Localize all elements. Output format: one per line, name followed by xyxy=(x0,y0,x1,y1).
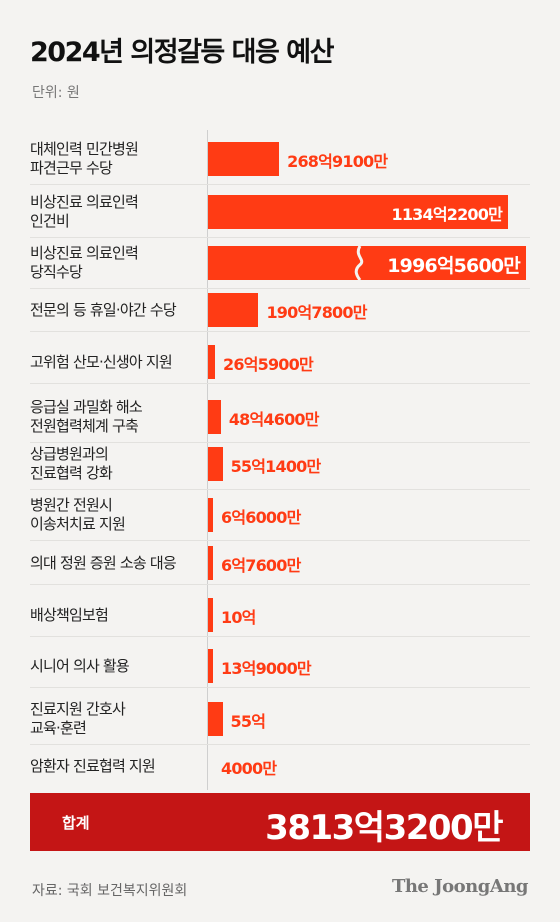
bar-label: 배상책임보험 xyxy=(30,605,109,624)
brand-logo: The JoongAng xyxy=(391,876,529,897)
row-divider xyxy=(30,489,530,490)
bar xyxy=(208,400,221,434)
axis-line xyxy=(207,130,208,790)
bar-label: 상급병원과의 진료협력 강화 xyxy=(30,445,113,482)
bar-label: 대체인력 민간병원 파견근무 수당 xyxy=(30,140,139,177)
bar-row: 시니어 의사 활용 13억9000만 xyxy=(30,648,530,688)
row-divider xyxy=(30,540,530,541)
row-divider xyxy=(30,184,530,185)
bar-value-label: 1996억5600만 xyxy=(387,255,521,277)
bar-value-label: 55억 xyxy=(230,712,266,731)
bar-value-label: 26억5900만 xyxy=(223,355,314,374)
row-divider xyxy=(30,442,530,443)
bar-row: 비상진료 의료인력 인건비 1134억2200만 xyxy=(30,190,530,238)
bar-row: 전문의 등 휴일·야간 수당 190억7800만 xyxy=(30,292,530,332)
source-note: 자료: 국회 보건복지위원회 xyxy=(32,883,188,899)
bar-row: 배상책임보험 10억 xyxy=(30,597,530,637)
bar-value-label: 6억6000만 xyxy=(221,508,301,527)
total-box: 합계 3813억3200만 xyxy=(30,793,530,851)
bar xyxy=(208,498,213,532)
bar xyxy=(208,293,259,327)
bar-row: 병원간 전원시 이송처치료 지원 6억6000만 xyxy=(30,493,530,541)
bar-row: 암환자 진료협력 지원 4000만 xyxy=(30,748,530,784)
row-divider xyxy=(30,687,530,688)
bar xyxy=(208,345,216,379)
bar-value-label: 190억7800만 xyxy=(266,303,367,322)
bar-row: 대체인력 민간병원 파견근무 수당 268억9100만 xyxy=(30,137,530,185)
bar xyxy=(208,546,213,580)
bar xyxy=(208,598,213,632)
bar-value-label: 6억7600만 xyxy=(221,556,301,575)
row-divider xyxy=(30,584,530,585)
bar-label: 암환자 진료협력 지원 xyxy=(30,756,156,775)
bar-label: 의대 정원 증원 소송 대응 xyxy=(30,553,177,572)
unit-label: 단위: 원 xyxy=(32,85,80,101)
bar-value-label: 1134억2200만 xyxy=(391,205,502,224)
bar-label: 진료지원 간호사 교육·훈련 xyxy=(30,700,126,737)
bar-row: 응급실 과밀화 해소 전원협력체계 구축 48억4600만 xyxy=(30,395,530,443)
chart-title: 2024년 의정갈등 대응 예산 xyxy=(30,37,334,68)
bar-label: 비상진료 의료인력 인건비 xyxy=(30,193,139,230)
row-divider xyxy=(30,744,530,745)
bar-row: 상급병원과의 진료협력 강화 55억1400만 xyxy=(30,442,530,490)
row-divider xyxy=(30,237,530,238)
bar-value-label: 13억9000만 xyxy=(221,659,312,678)
bar-row: 고위험 산모·신생아 지원 26억5900만 xyxy=(30,344,530,384)
bar-value-label: 4000만 xyxy=(221,759,277,778)
bar-label: 응급실 과밀화 해소 전원협력체계 구축 xyxy=(30,398,143,435)
bar-value-label: 10억 xyxy=(221,608,256,627)
bar-value-label: 268억9100만 xyxy=(287,152,388,171)
bar-row: 비상진료 의료인력 당직수당 1996억5600만 xyxy=(30,241,530,289)
bar xyxy=(208,649,213,683)
bar-row: 진료지원 간호사 교육·훈련 55억 xyxy=(30,697,530,745)
bar-value-label: 55억1400만 xyxy=(230,457,322,476)
row-divider xyxy=(30,288,530,289)
row-divider xyxy=(30,383,530,384)
row-divider xyxy=(30,331,530,332)
bar xyxy=(208,246,526,280)
bar-label: 비상진료 의료인력 당직수당 xyxy=(30,244,139,281)
bar-label: 시니어 의사 활용 xyxy=(30,656,130,675)
bar-label: 고위험 산모·신생아 지원 xyxy=(30,352,173,371)
bar xyxy=(208,702,223,736)
bar-row: 의대 정원 증원 소송 대응 6억7600만 xyxy=(30,545,530,585)
row-divider xyxy=(30,636,530,637)
bar xyxy=(208,447,223,481)
bar-value-label: 48억4600만 xyxy=(228,410,320,429)
bar xyxy=(208,142,280,176)
total-value: 3813억3200만 xyxy=(265,808,503,848)
bar-label: 병원간 전원시 이송처치료 지원 xyxy=(30,496,126,533)
bar xyxy=(208,195,508,229)
axis-break-icon xyxy=(354,246,364,280)
total-label: 합계 xyxy=(62,814,90,832)
bar-label: 전문의 등 휴일·야간 수당 xyxy=(30,300,177,319)
